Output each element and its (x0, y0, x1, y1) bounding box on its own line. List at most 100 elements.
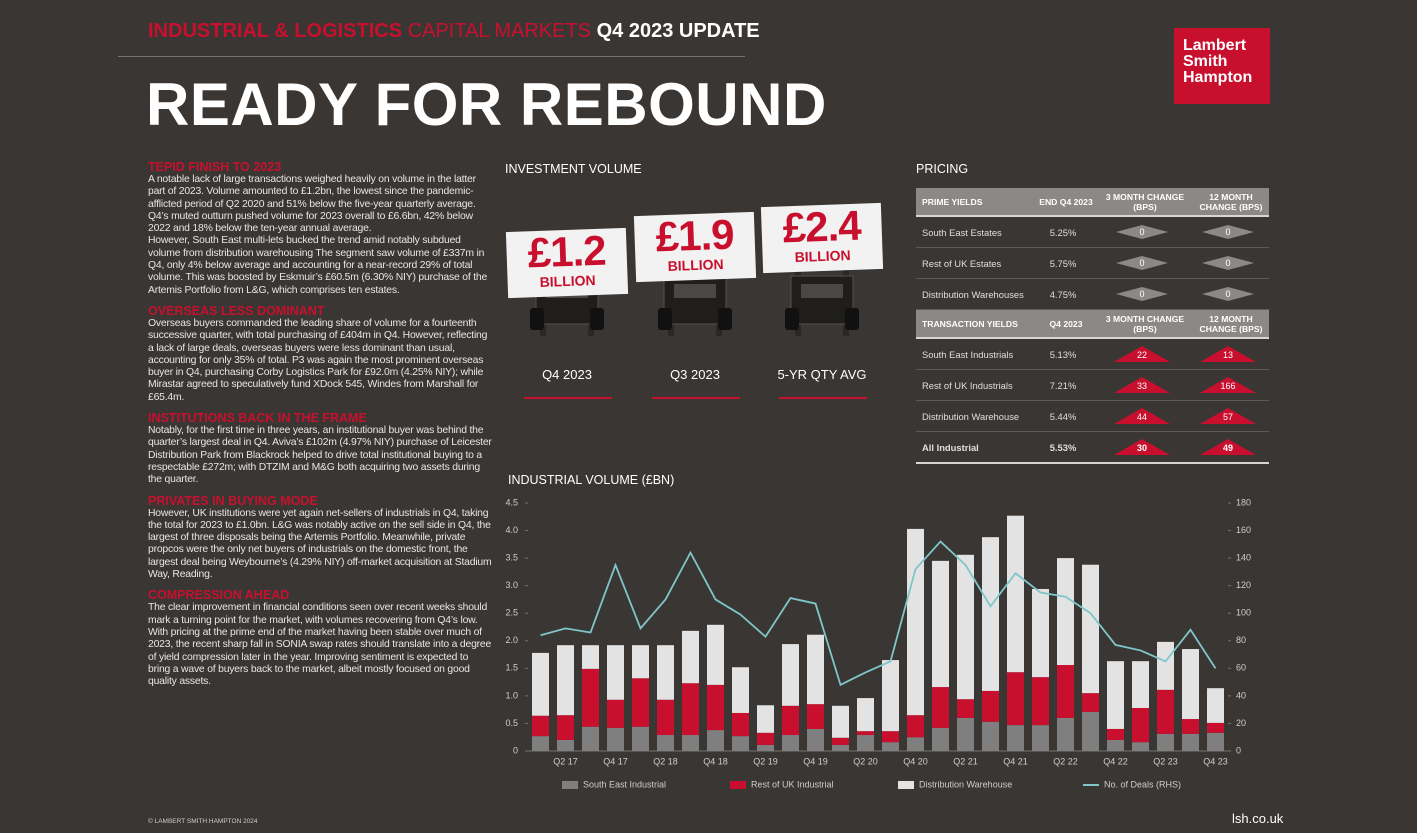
bar-segment (832, 744, 849, 751)
unit: BILLION (794, 247, 851, 265)
headline: READY FOR REBOUND (146, 71, 827, 138)
report-series: INDUSTRIAL & LOGISTICS (148, 20, 403, 42)
bar-segment (1182, 649, 1199, 720)
legend-label: South East Industrial (583, 779, 666, 789)
x-tick-label: Q2 23 (1153, 756, 1178, 766)
yield-increase: 57 (1200, 408, 1256, 424)
header-cell: 12 MONTH CHANGE (BPS) (1187, 188, 1269, 217)
card-rule (652, 397, 740, 399)
bar-segment (607, 645, 624, 700)
yield-increase: 13 (1200, 346, 1256, 362)
no-change: 0 (1202, 256, 1254, 270)
change-cell: 0 (1187, 278, 1269, 310)
change-cell: 0 (1097, 247, 1187, 279)
section-title: INVESTMENT VOLUME (505, 162, 642, 176)
bar-segment (732, 712, 749, 737)
cab-window (801, 284, 843, 298)
table-row: Distribution Warehouse 5.44% 44 57 (916, 400, 1269, 432)
report-title: INDUSTRIAL & LOGISTICS CAPITAL MARKETS Q… (148, 20, 760, 43)
bar-segment (807, 704, 824, 729)
investment-card: £2.4 BILLION 5-YR QTY AVG (757, 202, 887, 445)
yield-increase: 22 (1114, 346, 1170, 362)
legend-swatch (562, 781, 578, 789)
deals-line (540, 540, 1217, 687)
no-change: 0 (1116, 256, 1168, 270)
bar-segment (632, 678, 649, 727)
bar-segment (607, 727, 624, 751)
bar-segment (1132, 661, 1149, 709)
table-row: All Industrial 5.53% 30 49 (916, 431, 1269, 464)
bar-segment (1057, 717, 1074, 751)
card-label: 5-YR QTY AVG (777, 367, 867, 382)
cab-window (674, 284, 716, 298)
header-cell: TRANSACTION YIELDS (916, 309, 1029, 339)
y2-tick-label: 120 (1236, 580, 1251, 590)
bar-segment (807, 728, 824, 751)
row-name: South East Estates (916, 216, 1029, 248)
commentary: TEPID FINISH TO 2023 A notable lack of la… (148, 161, 492, 696)
section: PRIVATES IN BUYING MODE However, UK insti… (148, 494, 492, 582)
copyright: © LAMBERT SMITH HAMPTON 2024 (148, 818, 258, 825)
investment-card: £1.2 BILLION Q4 2023 (502, 226, 632, 470)
wheel (530, 308, 544, 330)
sign: £1.2 BILLION (505, 226, 629, 299)
bar-segment (982, 537, 999, 691)
bar-segment (557, 715, 574, 740)
bar-segment (682, 630, 699, 684)
amount: £1.9 (654, 210, 735, 261)
legend-swatch (898, 781, 914, 789)
y2-tick-label: 140 (1236, 552, 1251, 562)
y-tick-label: 2.5 (505, 608, 518, 618)
pricing-table: PRIME YIELDS END Q4 2023 3 MONTH CHANGE (B… (916, 188, 1269, 464)
section-heading: OVERSEAS LESS DOMINANT (148, 303, 325, 318)
amount: £1.2 (526, 226, 607, 277)
yield: 7.21% (1029, 369, 1097, 401)
section: COMPRESSION AHEAD The clear improvement i… (148, 589, 492, 688)
yield: 5.44% (1029, 400, 1097, 432)
y-tick-label: 3.5 (505, 552, 518, 562)
y-tick-label: 4.5 (505, 497, 518, 507)
no-change: 0 (1202, 225, 1254, 239)
bar-segment (1107, 661, 1124, 729)
bar-segment (832, 737, 849, 745)
bar-segment (757, 732, 774, 745)
bar-segment (582, 726, 599, 751)
bar-segment (707, 684, 724, 731)
bar-segment (582, 668, 599, 727)
yield-increase: 44 (1114, 408, 1170, 424)
bar-segment (632, 726, 649, 751)
card-rule (779, 397, 867, 399)
bar-segment (907, 528, 924, 716)
y2-tick-label: 60 (1236, 663, 1246, 673)
bar-segment (757, 744, 774, 751)
bar-segment (782, 735, 799, 751)
wheel (658, 308, 672, 330)
investment-card: £1.9 BILLION Q3 2023 (630, 210, 760, 454)
logo-line: Smith (1183, 53, 1228, 70)
bar-segment (957, 717, 974, 751)
bar-segment (1082, 693, 1099, 712)
change-cell: 0 (1097, 216, 1187, 248)
bar-segment (1207, 722, 1224, 733)
x-tick-label: Q4 22 (1103, 756, 1128, 766)
x-tick-label: Q2 19 (753, 756, 778, 766)
legend-swatch (730, 781, 746, 789)
paragraph: Overseas buyers commanded the leading sh… (148, 317, 488, 403)
x-tick-label: Q2 18 (653, 756, 678, 766)
bar-segment (857, 698, 874, 732)
bar-segment (1132, 742, 1149, 751)
bar-segment (932, 727, 949, 751)
yield: 5.75% (1029, 247, 1097, 279)
yield-increase: 30 (1114, 439, 1170, 455)
card-rule (524, 397, 612, 399)
unit: BILLION (667, 256, 724, 274)
logo-line: Lambert (1183, 37, 1247, 54)
bar-segment (882, 660, 899, 732)
forklift (658, 264, 732, 336)
y-tick-label: 1.0 (505, 690, 518, 700)
header-cell: END Q4 2023 (1029, 188, 1097, 217)
logo-line: Hampton (1183, 69, 1253, 86)
change-cell: 0 (1187, 247, 1269, 279)
bar-segment (1032, 677, 1049, 726)
yield: 5.13% (1029, 338, 1097, 370)
